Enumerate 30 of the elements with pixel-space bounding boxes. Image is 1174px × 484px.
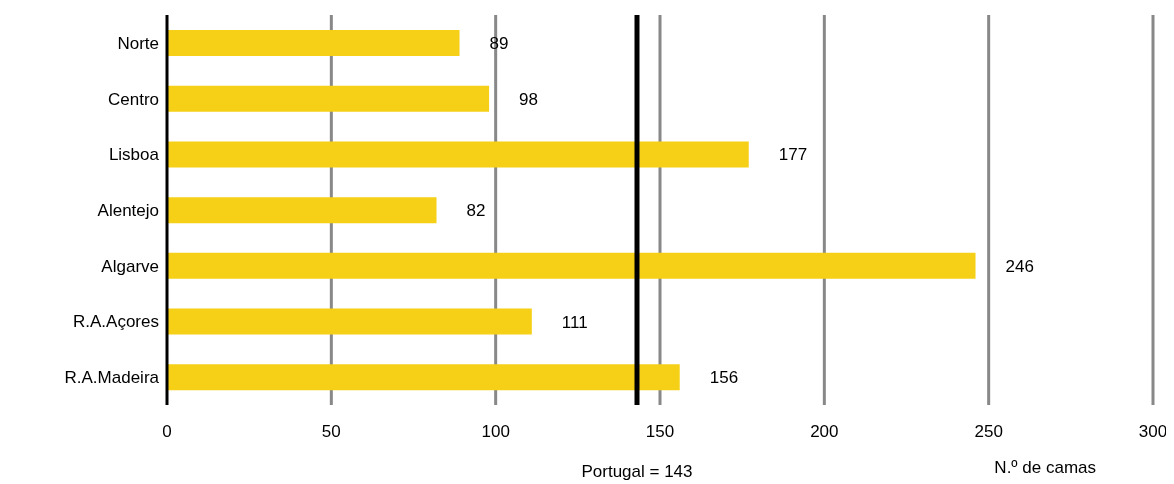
y-tick-label: Algarve bbox=[101, 256, 159, 276]
y-tick-label: R.A.Açores bbox=[73, 312, 159, 332]
y-tick-label: R.A.Madeira bbox=[64, 368, 160, 388]
x-tick-label: 200 bbox=[810, 422, 839, 442]
data-label: 156 bbox=[709, 368, 739, 388]
data-label: 111 bbox=[561, 312, 588, 332]
bar bbox=[167, 197, 437, 224]
data-label: 177 bbox=[778, 145, 808, 165]
y-tick-label: Centro bbox=[107, 89, 159, 109]
x-tick-label: 150 bbox=[645, 422, 675, 442]
x-tick-label: 50 bbox=[321, 422, 341, 442]
x-axis-title: N.º de camas bbox=[994, 458, 1096, 478]
bar bbox=[167, 364, 680, 391]
bar bbox=[167, 252, 976, 279]
bar bbox=[167, 85, 490, 112]
data-label: 82 bbox=[466, 201, 486, 221]
bar bbox=[167, 141, 749, 168]
bar bbox=[167, 308, 532, 335]
x-tick-label: 300 bbox=[1138, 422, 1168, 442]
y-tick-label: Norte bbox=[117, 33, 159, 53]
y-tick-label: Alentejo bbox=[97, 201, 159, 221]
data-label: 246 bbox=[1005, 256, 1034, 276]
data-label: 98 bbox=[519, 89, 539, 109]
ref-line-label: Portugal = 143 bbox=[581, 462, 693, 482]
data-label: 89 bbox=[489, 34, 509, 54]
y-tick-label: Lisboa bbox=[108, 145, 160, 165]
x-tick-label: 0 bbox=[162, 422, 172, 442]
x-tick-label: 100 bbox=[481, 422, 510, 442]
bar bbox=[167, 30, 460, 56]
x-tick-label: 250 bbox=[974, 422, 1003, 442]
